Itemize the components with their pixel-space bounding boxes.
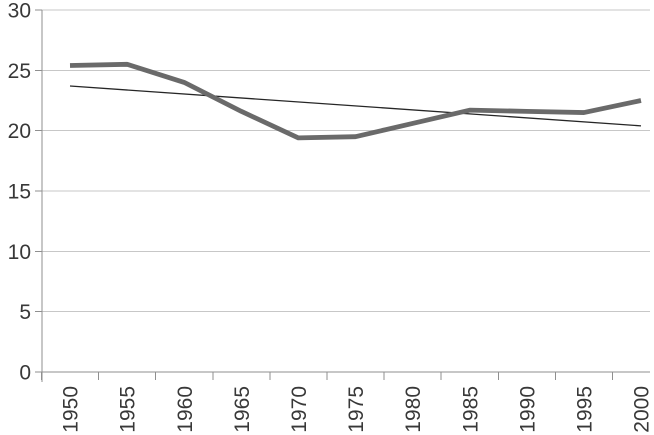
y-axis-label: 20: [8, 120, 31, 143]
linear-trendline: [69, 85, 642, 127]
y-axis-label: 25: [8, 60, 31, 83]
x-axis-label: 1980: [402, 386, 425, 433]
x-axis-label: 1960: [174, 386, 197, 433]
y-axis-label: 5: [19, 301, 31, 324]
x-axis-label: 1985: [459, 386, 482, 433]
x-axis-label: 1950: [60, 386, 83, 433]
x-axis-label: 2000: [631, 386, 654, 433]
main-series-line: [69, 61, 642, 141]
x-axis-label: 1970: [288, 386, 311, 433]
x-axis-label: 1975: [345, 386, 368, 433]
x-axis-label: 1995: [573, 386, 596, 433]
x-axis-label: 1965: [231, 386, 254, 433]
y-axis-label: 30: [8, 0, 31, 23]
y-axis-label: 0: [19, 362, 31, 385]
y-axis-label: 10: [8, 241, 31, 264]
x-axis-label: 1955: [117, 386, 140, 433]
y-axis-label: 15: [8, 181, 31, 204]
x-axis-label: 1990: [516, 386, 539, 433]
